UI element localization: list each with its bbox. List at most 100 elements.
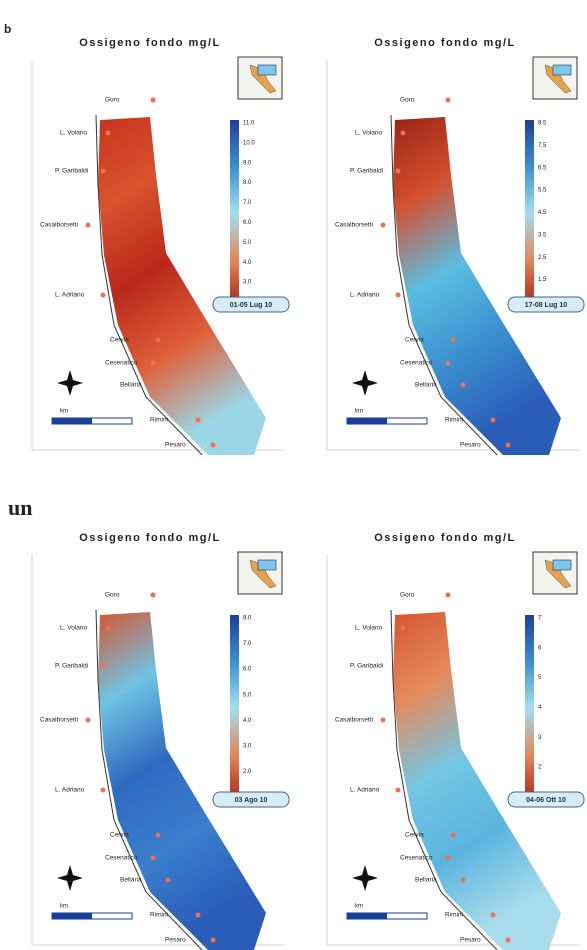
- sea-area: [393, 612, 561, 950]
- place-label: Rimini: [150, 912, 168, 919]
- colorbar-tick-label: 2.0: [243, 769, 252, 775]
- scale-label: km: [60, 409, 68, 415]
- colorbar-tick-label: 7: [538, 616, 542, 622]
- place-label: Goro: [105, 97, 120, 104]
- place-dot: [506, 938, 511, 943]
- colorbar-tick-label: 3: [538, 735, 542, 741]
- place-dot: [101, 293, 106, 298]
- place-label: Cesenatico: [105, 855, 138, 862]
- place-label: Casalborsetti: [40, 222, 78, 229]
- colorbar-tick-label: 4.5: [538, 210, 547, 216]
- place-dot: [506, 443, 511, 448]
- map-panel: Ossigeno fondo mg/L765432104-06 Ott 10Go…: [327, 532, 584, 950]
- place-dot: [106, 626, 111, 631]
- inset-highlight: [553, 560, 571, 570]
- place-dot: [396, 169, 401, 174]
- place-label: Pesaro: [165, 442, 186, 449]
- place-dot: [381, 223, 386, 228]
- place-label: Cattolica: [485, 462, 511, 469]
- place-label: L. Volano: [60, 625, 87, 632]
- date-label: 17-08 Lug 10: [525, 302, 568, 309]
- figure: b un Ossigeno fondo mg/L11.010.09.08.07.…: [0, 0, 587, 950]
- colorbar-tick-label: 7.5: [538, 143, 547, 149]
- place-label: P. Garibaldi: [55, 168, 88, 175]
- place-dot: [396, 788, 401, 793]
- place-label: Cesenatico: [105, 360, 138, 367]
- place-label: Cervia: [110, 337, 129, 344]
- place-label: L. Volano: [60, 130, 87, 137]
- place-label: Pesaro: [460, 937, 481, 944]
- place-dot: [451, 338, 456, 343]
- sea-area: [98, 612, 266, 950]
- place-label: Cattolica: [190, 462, 216, 469]
- place-label: Casalborsetti: [335, 717, 373, 724]
- colorbar: [230, 120, 239, 305]
- place-dot: [491, 418, 496, 423]
- colorbar-tick-label: 9.0: [243, 160, 252, 166]
- colorbar-tick-label: 7.0: [243, 641, 252, 647]
- colorbar-tick-label: 2.5: [538, 255, 547, 261]
- place-dot: [451, 833, 456, 838]
- colorbar-tick-label: 5.5: [538, 188, 547, 194]
- date-label: 01-05 Lug 10: [230, 302, 273, 309]
- date-label: 03 Ago 10: [235, 797, 268, 804]
- place-label: P. Garibaldi: [350, 168, 383, 175]
- colorbar-tick-label: 6.0: [243, 667, 252, 673]
- colorbar-tick-label: 4.0: [243, 260, 252, 266]
- place-dot: [396, 664, 401, 669]
- colorbar-tick-label: 3.0: [243, 743, 252, 749]
- colorbar-tick-label: 3.5: [538, 232, 547, 238]
- place-label: L. Volano: [355, 130, 382, 137]
- place-label: Bellaria: [415, 382, 437, 389]
- place-label: P. Garibaldi: [350, 663, 383, 670]
- sea-area: [98, 117, 266, 461]
- panel-title: Ossigeno fondo mg/L: [374, 532, 516, 544]
- place-dot: [151, 856, 156, 861]
- colorbar: [525, 615, 534, 800]
- place-dot: [101, 788, 106, 793]
- scale-label: km: [355, 409, 363, 415]
- panel-title: Ossigeno fondo mg/L: [79, 532, 221, 544]
- place-dot: [196, 418, 201, 423]
- place-label: Casalborsetti: [335, 222, 373, 229]
- compass: [57, 370, 83, 396]
- map-panel: Ossigeno fondo mg/L11.010.09.08.07.06.05…: [32, 37, 289, 469]
- place-label: Rimini: [445, 912, 463, 919]
- colorbar-tick-label: 11.0: [243, 121, 255, 127]
- scale-bar-fill: [52, 913, 92, 919]
- place-dot: [86, 223, 91, 228]
- map-panel: Ossigeno fondo mg/L8.07.06.05.04.03.02.0…: [32, 532, 289, 950]
- place-dot: [196, 913, 201, 918]
- place-dot: [381, 718, 386, 723]
- place-label: P. Garibaldi: [55, 663, 88, 670]
- place-label: L. Adriano: [55, 292, 85, 299]
- place-label: Cervia: [110, 832, 129, 839]
- scale-bar-fill: [347, 418, 387, 424]
- colorbar-tick-label: 8.0: [243, 616, 252, 622]
- colorbar-tick-label: 2: [538, 765, 542, 771]
- place-dot: [156, 338, 161, 343]
- place-label: Cervia: [405, 337, 424, 344]
- colorbar-tick-label: 6: [538, 645, 542, 651]
- colorbar-tick-label: 6.0: [243, 220, 252, 226]
- colorbar: [525, 120, 534, 305]
- place-label: Pesaro: [165, 937, 186, 944]
- place-label: Cesenatico: [400, 855, 433, 862]
- place-dot: [151, 361, 156, 366]
- colorbar-tick-label: 8.0: [243, 180, 252, 186]
- place-dot: [446, 856, 451, 861]
- panel-title: Ossigeno fondo mg/L: [374, 37, 516, 49]
- colorbar-tick-label: 5.0: [243, 240, 252, 246]
- place-label: Cervia: [405, 832, 424, 839]
- colorbar-tick-label: 10.0: [243, 140, 255, 146]
- place-label: Bellaria: [415, 877, 437, 884]
- place-dot: [86, 718, 91, 723]
- colorbar-tick-label: 5: [538, 675, 542, 681]
- place-label: Cesenatico: [400, 360, 433, 367]
- map-panel: Ossigeno fondo mg/L8.57.56.55.54.53.52.5…: [327, 37, 584, 469]
- colorbar: [230, 615, 239, 800]
- place-label: Goro: [105, 592, 120, 599]
- scale-label: km: [355, 904, 363, 910]
- place-dot: [166, 878, 171, 883]
- colorbar-tick-label: 4: [538, 705, 542, 711]
